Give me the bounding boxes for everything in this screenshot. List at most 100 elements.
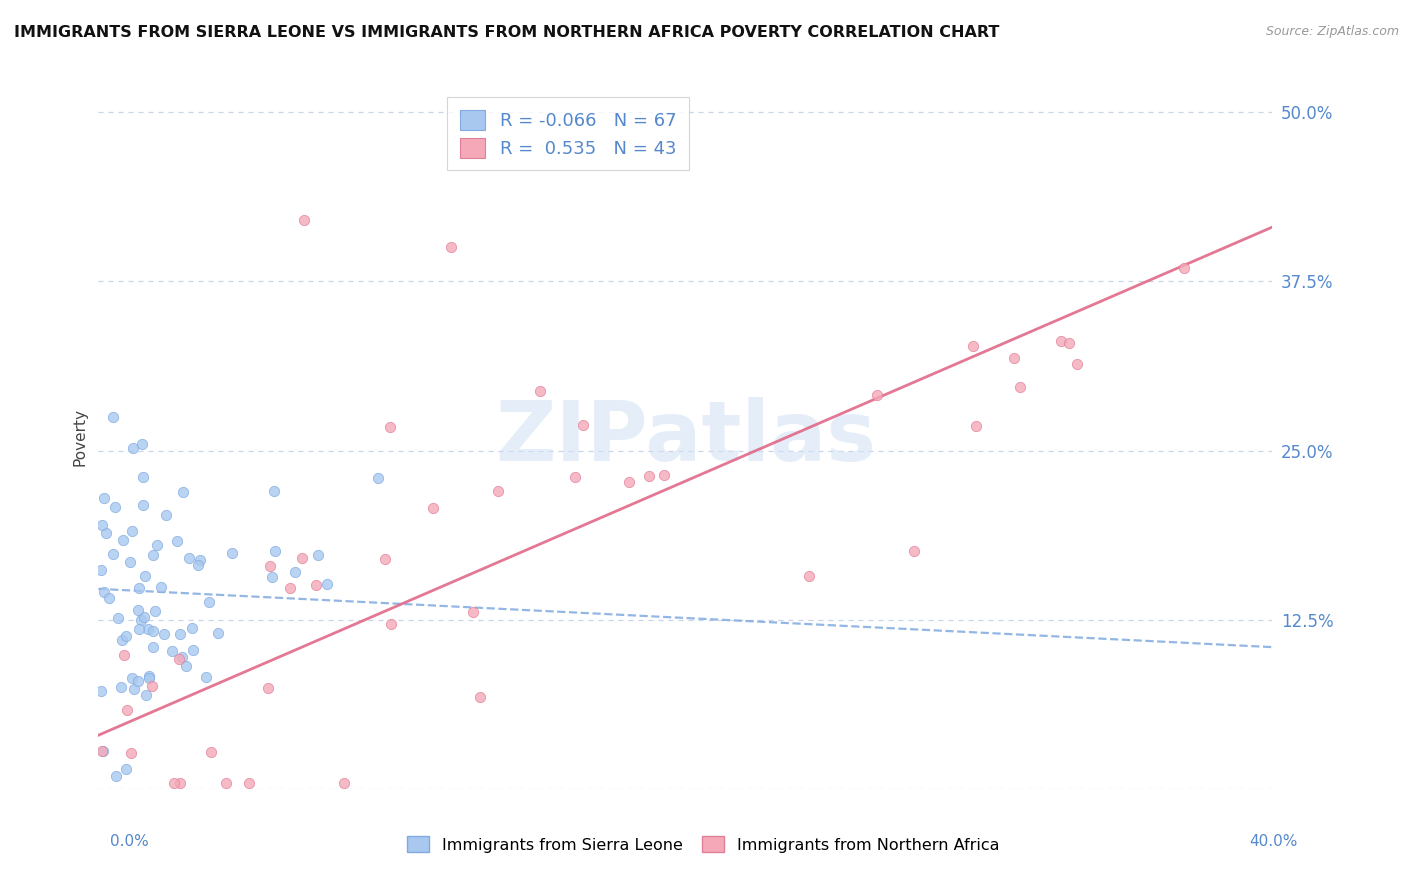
Point	[1057, 335, 1080, 350]
Point	[962, 339, 984, 353]
Point	[143, 604, 166, 618]
Point	[121, 524, 143, 539]
Point	[262, 570, 284, 584]
Point	[1049, 334, 1071, 349]
Point	[127, 603, 149, 617]
Point	[121, 441, 143, 455]
Point	[131, 470, 153, 484]
Text: IMMIGRANTS FROM SIERRA LEONE VS IMMIGRANTS FROM NORTHERN AFRICA POVERTY CORRELAT: IMMIGRANTS FROM SIERRA LEONE VS IMMIGRAN…	[14, 25, 1000, 40]
Point	[797, 569, 820, 583]
Point	[120, 746, 142, 760]
Point	[97, 591, 120, 606]
Point	[292, 213, 315, 227]
Point	[256, 681, 278, 696]
Point	[104, 500, 127, 514]
Point	[110, 680, 132, 694]
Point	[1010, 379, 1032, 393]
Point	[93, 491, 115, 505]
Point	[198, 595, 221, 609]
Point	[111, 632, 134, 647]
Point	[107, 611, 129, 625]
Point	[153, 627, 176, 641]
Point	[207, 626, 229, 640]
Point	[181, 643, 204, 657]
Point	[115, 762, 138, 776]
Point	[131, 498, 153, 512]
Point	[138, 671, 160, 685]
Point	[200, 745, 222, 759]
Point	[112, 648, 135, 662]
Point	[128, 623, 150, 637]
Point	[115, 703, 138, 717]
Point	[187, 558, 209, 573]
Point	[142, 640, 165, 654]
Point	[315, 577, 337, 591]
Point	[903, 543, 925, 558]
Point	[238, 775, 260, 789]
Point	[155, 508, 177, 522]
Point	[374, 551, 396, 566]
Point	[163, 775, 186, 789]
Point	[333, 775, 356, 789]
Point	[132, 610, 155, 624]
Text: ZIPatlas: ZIPatlas	[495, 397, 876, 477]
Point	[170, 650, 193, 665]
Text: 0.0%: 0.0%	[110, 834, 149, 849]
Point	[112, 533, 135, 547]
Point	[162, 643, 184, 657]
Point	[174, 659, 197, 673]
Point	[122, 682, 145, 697]
Point	[278, 581, 301, 595]
Point	[1173, 260, 1195, 275]
Point	[215, 775, 238, 789]
Point	[129, 614, 152, 628]
Text: 40.0%: 40.0%	[1250, 834, 1298, 849]
Point	[135, 688, 157, 702]
Point	[422, 500, 444, 515]
Point	[167, 651, 190, 665]
Point	[177, 550, 200, 565]
Point	[136, 622, 159, 636]
Point	[572, 418, 595, 433]
Point	[284, 566, 307, 580]
Point	[259, 558, 281, 573]
Point	[652, 467, 675, 482]
Point	[127, 674, 149, 689]
Point	[169, 775, 191, 789]
Point	[149, 580, 172, 594]
Point	[134, 569, 156, 583]
Point	[263, 544, 285, 558]
Point	[138, 668, 160, 682]
Point	[617, 475, 640, 489]
Point	[91, 744, 114, 758]
Point	[194, 670, 217, 684]
Point	[114, 629, 136, 643]
Point	[166, 533, 188, 548]
Point	[105, 769, 128, 783]
Point	[1066, 357, 1088, 371]
Point	[188, 553, 211, 567]
Point	[141, 679, 163, 693]
Point	[101, 409, 124, 424]
Point	[529, 384, 551, 398]
Legend: Immigrants from Sierra Leone, Immigrants from Northern Africa: Immigrants from Sierra Leone, Immigrants…	[401, 830, 1005, 859]
Y-axis label: Poverty: Poverty	[72, 408, 87, 467]
Point	[172, 484, 194, 499]
Point	[91, 517, 114, 532]
Point	[461, 605, 484, 619]
Point	[121, 672, 143, 686]
Point	[145, 538, 167, 552]
Point	[305, 578, 328, 592]
Point	[180, 621, 202, 635]
Legend: R = -0.066   N = 67, R =  0.535   N = 43: R = -0.066 N = 67, R = 0.535 N = 43	[447, 97, 689, 170]
Point	[439, 240, 461, 254]
Point	[142, 548, 165, 562]
Point	[380, 616, 402, 631]
Point	[866, 387, 889, 401]
Point	[90, 563, 112, 577]
Point	[564, 469, 586, 483]
Point	[94, 525, 117, 540]
Point	[380, 420, 402, 434]
Point	[468, 690, 491, 705]
Point	[93, 585, 115, 599]
